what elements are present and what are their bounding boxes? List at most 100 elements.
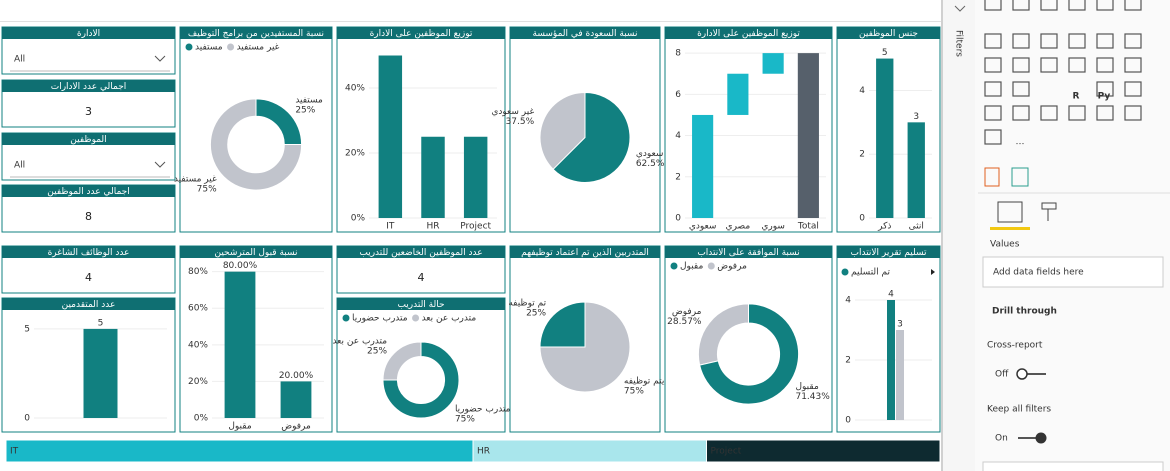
panel-title: حالة التدريب [397,300,444,310]
panel-header [2,298,175,310]
analytics-icon[interactable] [1011,167,1029,187]
viz-icon[interactable] [1124,105,1142,121]
viz-icon[interactable] [984,0,1002,11]
filters-pane[interactable] [943,0,975,471]
panel-header [665,246,832,258]
values-label: Values [990,240,1020,250]
viz-icon[interactable] [1096,57,1114,73]
field-well[interactable] [982,256,1164,288]
viz-icon[interactable] [1124,33,1142,49]
waterfall-bar [797,53,819,219]
viz-icon[interactable] [1124,0,1142,11]
slicer-value[interactable]: All [14,55,25,65]
panel-header [337,27,505,39]
bar [896,330,904,420]
viz-icon[interactable] [1040,105,1058,121]
viz-icon[interactable] [984,57,1002,73]
panel-header [510,27,660,39]
panel [179,26,333,233]
icon-label[interactable]: Py [1098,92,1111,102]
viz-icon[interactable] [1012,105,1030,121]
slice-label: 75% [455,414,475,424]
y-tick-label: 0 [845,416,851,426]
format-icon[interactable] [984,167,1000,187]
slicer-value[interactable]: All [14,161,25,171]
icon-label[interactable]: R [1073,92,1080,102]
viz-icon[interactable] [1124,81,1142,97]
slice [255,98,303,145]
slice-label: 28.57% [667,317,702,327]
data-label: 5 [98,318,104,328]
bar [876,58,894,218]
filters-chevron[interactable] [954,5,966,12]
panel-title: نسبة السعودة في المؤسسة [533,29,638,39]
slice [539,301,586,348]
slice-category: مقبول [795,382,818,392]
viz-icon[interactable] [1068,105,1086,121]
viz-icon[interactable] [1068,0,1086,11]
drill-well[interactable] [982,461,1164,471]
y-tick-label: 0 [675,214,681,224]
y-tick-label: 2 [845,356,851,366]
format-tab[interactable] [1041,202,1057,221]
y-tick-label: 8 [675,49,681,59]
keep-filters-label: Keep all filters [987,405,1051,415]
slice-category: متدرب عن بعد [332,337,387,347]
viz-icon[interactable] [984,81,1002,97]
dropdown-arrow[interactable] [154,161,166,168]
fields-tab[interactable] [997,201,1023,223]
viz-icon[interactable] [984,33,1002,49]
panel-title: تسليم تقرير الانتداب [851,248,927,258]
viz-icon[interactable] [1040,0,1058,11]
legend-marker [670,262,678,270]
viz-icon[interactable] [1068,33,1086,49]
y-tick-label: 2 [675,172,681,182]
slice-category: مستفيد [295,96,323,106]
panel-header [837,246,940,258]
data-label: 5 [882,48,888,58]
legend-arrow[interactable] [931,269,935,275]
viz-icon[interactable] [1012,81,1030,97]
legend-label: مقبول [680,262,703,272]
legend-label: غير مستفيد [237,43,280,53]
data-label: 3 [897,320,903,330]
card-value: 4 [418,271,425,284]
toggle-state: Off [995,370,1009,380]
viz-icon[interactable] [1012,0,1030,11]
waterfall-bar [762,53,784,74]
slice-category: غير مستفيد [174,174,217,184]
y-tick-label: 4 [675,131,681,141]
icon-label[interactable]: ⋯ [1016,140,1025,150]
viz-icon[interactable] [1096,81,1114,97]
viz-icon[interactable] [1096,33,1114,49]
legend-marker [185,43,193,51]
viz-icon[interactable] [1124,57,1142,73]
panel-header [180,246,332,258]
viz-icon[interactable] [1012,33,1030,49]
strip-segment[interactable] [706,439,941,463]
bar [224,271,256,418]
viz-icon[interactable] [984,105,1002,121]
panel-header [2,27,175,39]
slice-label: 62.5% [636,159,665,169]
viz-icon[interactable] [1096,0,1114,11]
bar [887,300,895,420]
dropdown-arrow[interactable] [154,55,166,62]
viz-icon[interactable] [1068,57,1086,73]
strip-segment[interactable] [5,439,474,463]
y-tick-label: 40% [188,340,208,350]
viz-icon[interactable] [984,129,1002,145]
viz-icon[interactable] [1012,57,1030,73]
viz-icon[interactable] [1096,105,1114,121]
y-tick-label: 20% [345,149,365,159]
drill-title: Drill through [992,307,1057,317]
toggle-knob[interactable] [1035,432,1047,444]
viz-icon[interactable] [1040,33,1058,49]
filters-label[interactable]: Filters [954,30,964,57]
slice-category: متدرب حضوريا [455,404,511,414]
toggle-knob[interactable] [1016,368,1028,380]
x-tick-label: سعودي [689,222,717,232]
strip-segment[interactable] [472,439,707,463]
slice [539,91,586,171]
viz-icon[interactable] [1040,57,1058,73]
